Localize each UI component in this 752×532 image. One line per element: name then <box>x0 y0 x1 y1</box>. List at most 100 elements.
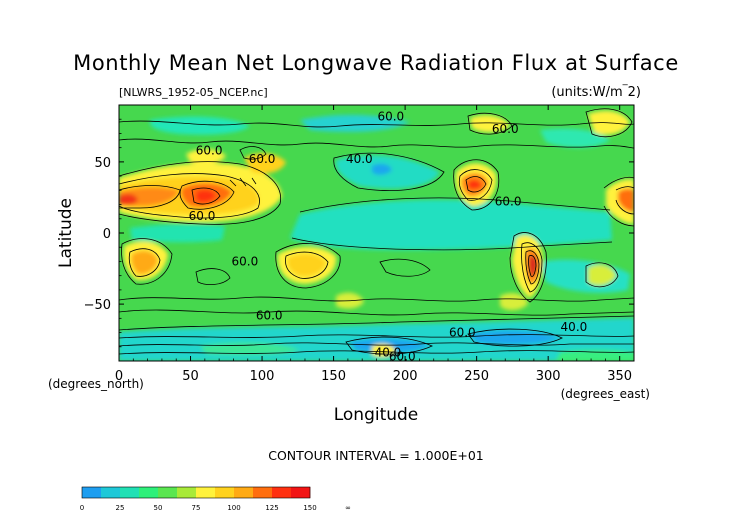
contour-line <box>119 315 634 331</box>
contour-label: 40.0 <box>346 152 373 166</box>
y-axis: 50 0 −50 Latitude (degrees_north) <box>48 118 634 391</box>
colorbar-swatch <box>177 487 197 498</box>
contour-line <box>119 334 634 339</box>
colorbar-label: 150 <box>303 504 316 512</box>
y-axis-title: Latitude <box>56 198 76 268</box>
contour-line <box>521 242 543 293</box>
contour-line <box>291 237 613 251</box>
colorbar-label: 75 <box>192 504 201 512</box>
contour-label: 60.0 <box>389 350 416 364</box>
contour-line <box>465 176 487 193</box>
colorbar: 0 25 50 75 100 125 150 ∞ <box>80 486 351 512</box>
field-region <box>470 330 560 345</box>
contour-line <box>119 120 634 128</box>
field-region <box>468 179 482 190</box>
contour-label: 60.0 <box>256 308 283 322</box>
colorbar-swatch <box>158 487 178 498</box>
contour-line <box>275 243 341 289</box>
y-tick-label: 0 <box>103 227 111 242</box>
x-tick-label: 200 <box>393 369 418 384</box>
contour-line <box>119 309 634 316</box>
x-tick-label: 0 <box>115 369 123 384</box>
contour-line <box>121 238 173 285</box>
colorbar-swatch <box>139 487 159 498</box>
field-region <box>149 116 250 135</box>
x-axis-title: Longitude <box>334 405 419 425</box>
colorbar-swatches <box>81 486 311 499</box>
contour-line <box>179 180 235 210</box>
contour-label: 40.0 <box>375 345 402 359</box>
contour-label: 60.0 <box>249 152 276 166</box>
field-region <box>186 148 226 164</box>
contour-line <box>603 176 634 227</box>
colorbar-labels: 0 25 50 75 100 125 150 ∞ <box>80 504 351 512</box>
colorbar-swatch <box>253 487 273 498</box>
y-tick-label: −50 <box>84 298 111 313</box>
contour-line <box>119 173 260 219</box>
contour-line <box>467 328 563 347</box>
contour-line <box>119 296 634 302</box>
colorbar-swatch <box>215 487 235 498</box>
x-tick-label: 300 <box>536 369 561 384</box>
colorbar-label: 50 <box>154 504 163 512</box>
contour-line <box>509 232 547 303</box>
contour-interval: CONTOUR INTERVAL = 1.000E+01 <box>268 448 484 463</box>
colorbar-label: 100 <box>227 504 240 512</box>
chart-title: Monthly Mean Net Longwave Radiation Flux… <box>73 51 679 75</box>
field-region <box>130 223 225 243</box>
colorbar-frame <box>81 486 311 499</box>
contour-line <box>119 161 282 225</box>
field-region <box>300 114 410 132</box>
contour-labels: 60.060.060.060.0 40.060.060.060.060.060.0… <box>189 109 588 364</box>
field-region <box>287 253 326 277</box>
x-tick-label: 50 <box>182 369 199 384</box>
colorbar-swatch <box>101 487 121 498</box>
field-region <box>500 293 528 311</box>
field-region <box>372 163 392 175</box>
y-tick-label: 50 <box>94 156 111 171</box>
contour-line <box>379 258 431 277</box>
field-region <box>196 189 216 203</box>
colorbar-swatch <box>272 487 292 498</box>
field-region <box>470 115 510 133</box>
colorbar-label: 0 <box>80 504 84 512</box>
contour-line <box>333 152 445 191</box>
field-region <box>119 193 138 206</box>
contour-label: 60.0 <box>492 122 519 136</box>
contour-label: 60.0 <box>196 144 223 158</box>
colorbar-swatch <box>291 487 311 498</box>
x-axis: 0 50 100 150 200 250 300 350 Longitude (degrees… <box>115 105 650 425</box>
colorbar-label: 125 <box>265 504 278 512</box>
contour-line <box>528 255 537 277</box>
units-label: (units:W/m‾2) <box>551 84 641 100</box>
contour-line <box>345 336 433 355</box>
contour-line <box>525 250 540 285</box>
contour-line <box>239 146 267 160</box>
contour-line <box>128 248 161 277</box>
x-tick-label: 250 <box>464 369 489 384</box>
contour-line <box>615 186 634 215</box>
contour-line <box>119 138 634 149</box>
plot-area: 60.060.060.060.0 40.060.060.060.060.060.0… <box>118 104 635 364</box>
contour-line <box>458 169 493 201</box>
contour-label: 60.0 <box>189 209 216 223</box>
contour-line <box>453 159 500 211</box>
contour-lines <box>119 108 634 355</box>
contour-line <box>585 262 619 288</box>
field-region <box>131 250 158 275</box>
x-axis-ticks: 0 50 100 150 200 250 300 350 <box>115 105 632 384</box>
contour-line <box>195 268 231 286</box>
contour-label: 60.0 <box>377 109 404 123</box>
field-region <box>618 188 634 212</box>
y-axis-unit: (degrees_north) <box>48 377 144 391</box>
contour-line <box>285 251 329 279</box>
field-region <box>540 128 610 148</box>
contour-line <box>467 112 513 135</box>
file-label: [NLWRS_1952-05_NCEP.nc] <box>119 86 268 99</box>
x-axis-unit: (degrees_east) <box>561 387 650 401</box>
colorbar-swatch <box>120 487 140 498</box>
contour-line <box>191 187 221 205</box>
contour-label: 60.0 <box>232 254 259 268</box>
y-axis-ticks: 50 0 −50 <box>84 118 634 348</box>
